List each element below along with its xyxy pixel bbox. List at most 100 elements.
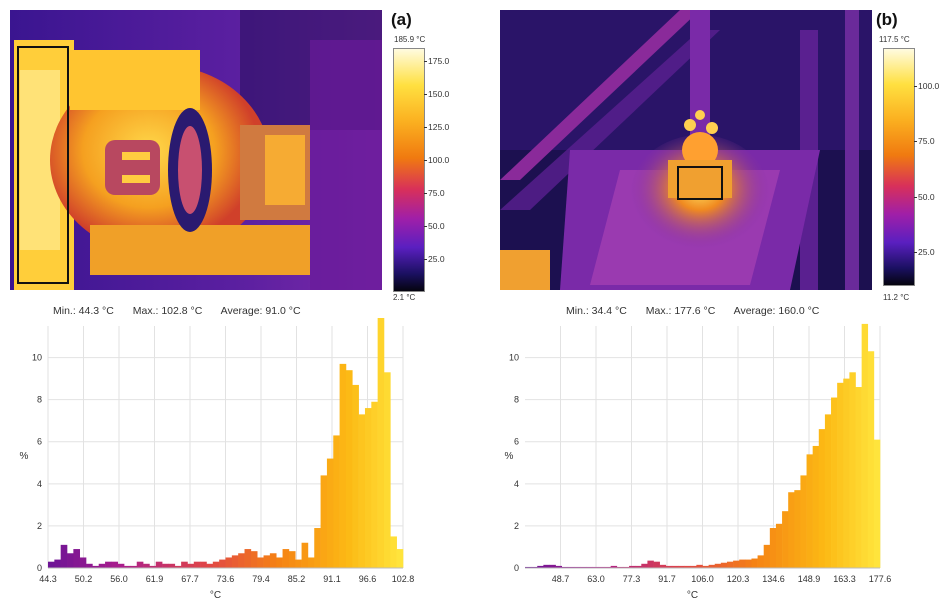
roi-box-a [17, 46, 69, 284]
histogram-bar [352, 384, 359, 568]
panel-label-a: (a) [391, 10, 412, 29]
histogram-bar [136, 561, 144, 568]
roi-box-b [677, 166, 723, 200]
histogram-bar [244, 549, 252, 568]
colorbar-tick-label: 75.0 [914, 136, 935, 147]
thermal-image-a [10, 10, 382, 290]
histogram-bar [769, 528, 777, 568]
colorbar-b [883, 48, 915, 286]
histogram-bar [79, 557, 87, 568]
x-tick-label: 77.3 [623, 574, 641, 584]
histogram-bar [168, 563, 176, 568]
histogram-bar [295, 559, 302, 568]
histogram-bar [684, 565, 691, 568]
histogram-bar [720, 562, 728, 568]
histogram-bar [873, 439, 881, 568]
y-axis-title: % [505, 451, 514, 462]
x-tick-label: 102.8 [392, 574, 415, 584]
y-tick-label: 2 [37, 521, 42, 531]
y-tick-label: 4 [37, 479, 42, 489]
stat-max-a: Max.: 102.8 °C [132, 305, 203, 317]
colorbar-tick-label: 100.0 [423, 155, 450, 166]
histogram-bar [641, 563, 648, 568]
histogram-bar [543, 564, 550, 568]
histogram-bar [757, 555, 765, 568]
x-tick-label: 163.3 [833, 574, 856, 584]
x-tick-label: 85.2 [288, 574, 306, 584]
x-axis-title: °C [687, 590, 698, 601]
y-tick-label: 10 [32, 353, 42, 363]
histogram-bar [751, 558, 758, 568]
histogram-bar [320, 475, 328, 568]
stat-min-a: Min.: 44.3 °C [53, 305, 114, 317]
histogram-bar [635, 565, 642, 568]
histogram-bar [763, 544, 771, 568]
colorbar-tick-label: 100.0 [913, 80, 940, 91]
histogram-bar [812, 445, 820, 568]
histogram-bar [629, 565, 636, 568]
histogram-bar [745, 559, 752, 568]
x-tick-label: 79.4 [252, 574, 270, 584]
histogram-bar [98, 563, 106, 568]
histogram-bar [307, 557, 315, 568]
histogram-b: 0 2 4 6 8 10 48.7 63.0 77.3 91.7 106.0 120.3 134.6 14… [505, 323, 891, 601]
x-tick-label: 44.3 [39, 574, 57, 584]
colorbar-tick-label: 75.0 [424, 188, 445, 199]
histogram-bar [250, 551, 258, 568]
y-tick-label: 4 [514, 479, 519, 489]
histogram-bar [702, 565, 709, 568]
histogram-bar [86, 563, 93, 568]
x-tick-label: 48.7 [552, 574, 570, 584]
histogram-bar [580, 566, 587, 568]
histogram-bar [187, 563, 195, 568]
histogram-bar [806, 454, 813, 568]
histogram-bar [225, 557, 233, 568]
y-tick-label: 6 [514, 437, 519, 447]
histogram-bar [782, 511, 789, 568]
histogram-bar [586, 566, 593, 568]
y-tick-label: 0 [37, 563, 42, 573]
y-tick-label: 6 [37, 437, 42, 447]
histogram-bar [219, 559, 226, 568]
stats-a: Min.: 44.3 °C Max.: 102.8 °C Average: 91… [53, 305, 317, 317]
histogram-bar [592, 566, 599, 568]
histogram-bar [788, 492, 795, 568]
thermal-image-b [500, 10, 872, 290]
histogram-bar [390, 536, 397, 568]
colorbar-max-b: 117.5 °C [879, 35, 910, 44]
histogram-a: 0 2 4 6 8 10 44.3 50.2 56.0 61.9 67.7 73.6 79.4 85.2 9… [20, 318, 415, 601]
histogram-bar [647, 560, 654, 568]
histogram-bar [111, 561, 119, 568]
histogram-bar [174, 565, 182, 568]
y-tick-label: 0 [514, 563, 519, 573]
histogram-bar [358, 414, 366, 568]
histogram-bar [678, 565, 685, 568]
histogram-bar [665, 565, 673, 568]
histogram-bar [326, 458, 334, 568]
histogram-bar [117, 563, 125, 568]
histogram-bar [67, 553, 74, 568]
histogram-bar [231, 555, 239, 568]
histogram-bar [54, 559, 61, 568]
colorbar-min-a: 2.1 °C [393, 293, 416, 302]
x-tick-label: 91.1 [323, 574, 341, 584]
x-tick-label: 91.7 [658, 574, 676, 584]
histogram-bar [257, 557, 264, 568]
histogram-bar [525, 566, 532, 568]
histogram-bar [48, 561, 55, 568]
colorbar-a [393, 48, 425, 292]
panel-label-b: (b) [876, 10, 898, 29]
y-tick-label: 10 [509, 353, 519, 363]
histogram-bar [345, 370, 353, 568]
colorbar-tick-label: 25.0 [424, 253, 445, 264]
x-axis-title: °C [210, 590, 221, 601]
histogram-bar [610, 565, 618, 568]
histogram-bar [855, 387, 862, 568]
histogram-bar [861, 323, 869, 568]
histogram-bar [383, 372, 391, 568]
histogram-bar [263, 555, 271, 568]
colorbar-tick-label: 50.0 [914, 191, 935, 202]
histogram-bar [831, 397, 838, 568]
histogram-bar [155, 561, 163, 568]
histogram-bar [598, 566, 605, 568]
